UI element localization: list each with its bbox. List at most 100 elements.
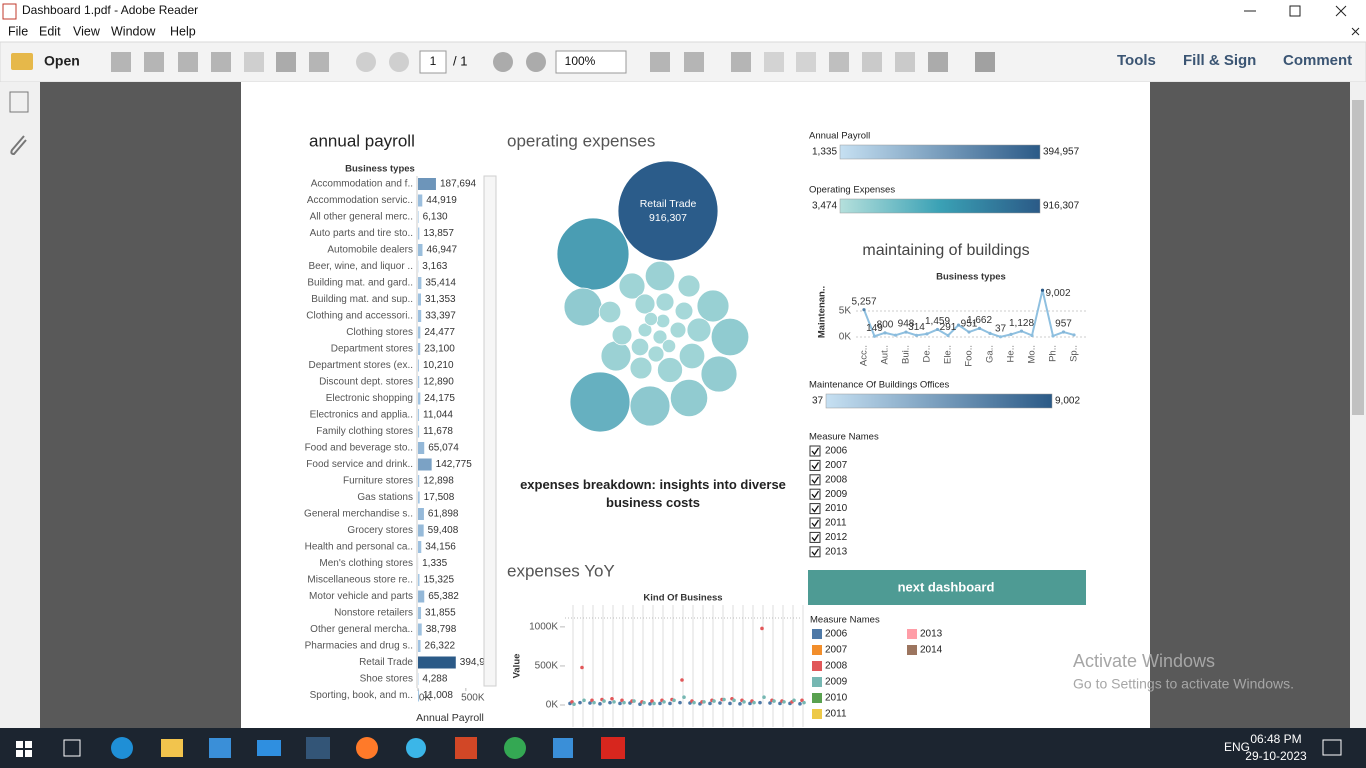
row-label: Building mat. and sup..: [311, 294, 413, 305]
checkbox[interactable]: [809, 488, 821, 500]
point: [1040, 288, 1045, 292]
zoom-box[interactable]: [555, 50, 627, 74]
menu-item[interactable]: File: [8, 24, 28, 38]
checkbox[interactable]: [809, 517, 821, 529]
zoom-level[interactable]: 100%: [565, 54, 596, 68]
point: [632, 699, 636, 703]
bubble: [655, 313, 671, 329]
taskbar-icons[interactable]: [16, 737, 1342, 759]
row-label: Clothing stores: [346, 327, 413, 338]
checkbox[interactable]: [809, 503, 821, 515]
y-tick-label: 0K: [839, 332, 852, 343]
legend-label: 2010: [825, 693, 848, 704]
bar: [418, 178, 436, 190]
menu-item[interactable]: Window: [111, 24, 156, 38]
x-tick-label: Foo..: [964, 345, 975, 367]
row-label: Family clothing stores: [316, 426, 413, 437]
point: [620, 698, 624, 703]
bubble: [629, 385, 671, 427]
chart-title: operating expenses: [507, 131, 655, 150]
filter-label[interactable]: 2009: [825, 489, 848, 500]
filter-label[interactable]: 2006: [825, 446, 848, 457]
value-label: 17,508: [424, 492, 455, 503]
point: [580, 665, 584, 670]
checkbox[interactable]: [809, 445, 821, 457]
point: [702, 700, 706, 704]
point: [862, 308, 866, 312]
value-label: 951: [961, 319, 978, 330]
bar: [418, 590, 425, 603]
bubble: [598, 300, 622, 324]
point: [678, 700, 682, 705]
legend-max: 394,957: [1043, 147, 1080, 158]
y-axis-title: Value: [512, 654, 523, 679]
pages-icon[interactable]: [9, 91, 29, 113]
page-box[interactable]: [419, 50, 447, 74]
point: [618, 701, 622, 706]
point: [598, 702, 602, 706]
open-button[interactable]: Open: [44, 53, 80, 69]
page-number[interactable]: 1: [430, 54, 437, 68]
filter-label[interactable]: 2010: [825, 503, 848, 514]
bar: [418, 425, 420, 438]
checkbox[interactable]: [809, 546, 821, 558]
chart-title: maintaining of buildings: [862, 242, 1029, 259]
legend-label: 2009: [825, 677, 848, 688]
checkbox[interactable]: [809, 459, 821, 471]
pane-tab[interactable]: Tools: [1117, 52, 1156, 69]
window-title: Dashboard 1.pdf - Adobe Reader: [22, 3, 198, 17]
pane-tab[interactable]: Fill & Sign: [1183, 52, 1256, 69]
menu-item[interactable]: Help: [170, 24, 196, 38]
value-label: 12,890: [423, 377, 454, 388]
x-tick-label: Acc..: [859, 345, 870, 366]
value-label: 11,008: [423, 690, 453, 701]
menu-item[interactable]: View: [73, 24, 101, 38]
checkbox[interactable]: [809, 474, 821, 486]
point: [956, 323, 961, 327]
point: [722, 697, 726, 702]
button[interactable]: [808, 570, 1086, 605]
close-doc[interactable]: [1351, 27, 1360, 36]
legend-gradient: [825, 393, 1053, 409]
filter-label[interactable]: 2011: [825, 518, 847, 529]
checkbox[interactable]: [809, 531, 821, 543]
bubble: [647, 345, 665, 363]
row-label: Health and personal ca..: [305, 542, 413, 553]
row-label: General merchandise s..: [304, 509, 413, 520]
point: [792, 698, 796, 703]
point: [708, 701, 712, 706]
menu-item[interactable]: Edit: [39, 24, 61, 38]
bar: [418, 277, 422, 289]
row-label: Building mat. and gard..: [307, 278, 413, 289]
button-label[interactable]: next dashboard: [898, 579, 995, 594]
value-label: 1,459: [925, 316, 950, 327]
filter-label[interactable]: 2008: [825, 474, 848, 485]
check: [811, 462, 820, 470]
filter-label[interactable]: 2013: [825, 546, 848, 557]
filter-label[interactable]: 2012: [825, 532, 848, 543]
point: [772, 699, 776, 703]
value-label: 31,855: [425, 608, 456, 619]
bubble: [629, 356, 653, 380]
point: [998, 335, 1003, 339]
list-scrollbar[interactable]: [483, 175, 497, 687]
bubble: [563, 287, 603, 327]
bar: [418, 409, 420, 421]
bubble: [710, 317, 750, 357]
legend-title: Annual Payroll: [809, 131, 870, 142]
value-label: 33,397: [425, 311, 456, 322]
legend-label: 2006: [825, 629, 848, 640]
attach-icon[interactable]: [10, 135, 27, 156]
row-label: Miscellaneous store re..: [307, 575, 413, 586]
legend-label: 2013: [920, 629, 943, 640]
bar: [418, 194, 423, 207]
bubble: [556, 217, 630, 291]
point: [592, 700, 596, 705]
scroll-thumb[interactable]: [1352, 100, 1364, 415]
pane-tab[interactable]: Comment: [1283, 52, 1352, 69]
value-label: 3,163: [422, 261, 447, 272]
open-icon[interactable]: [11, 53, 33, 70]
filter-label[interactable]: 2007: [825, 460, 848, 471]
restore[interactable]: [1289, 5, 1301, 17]
close[interactable]: [1335, 5, 1347, 17]
